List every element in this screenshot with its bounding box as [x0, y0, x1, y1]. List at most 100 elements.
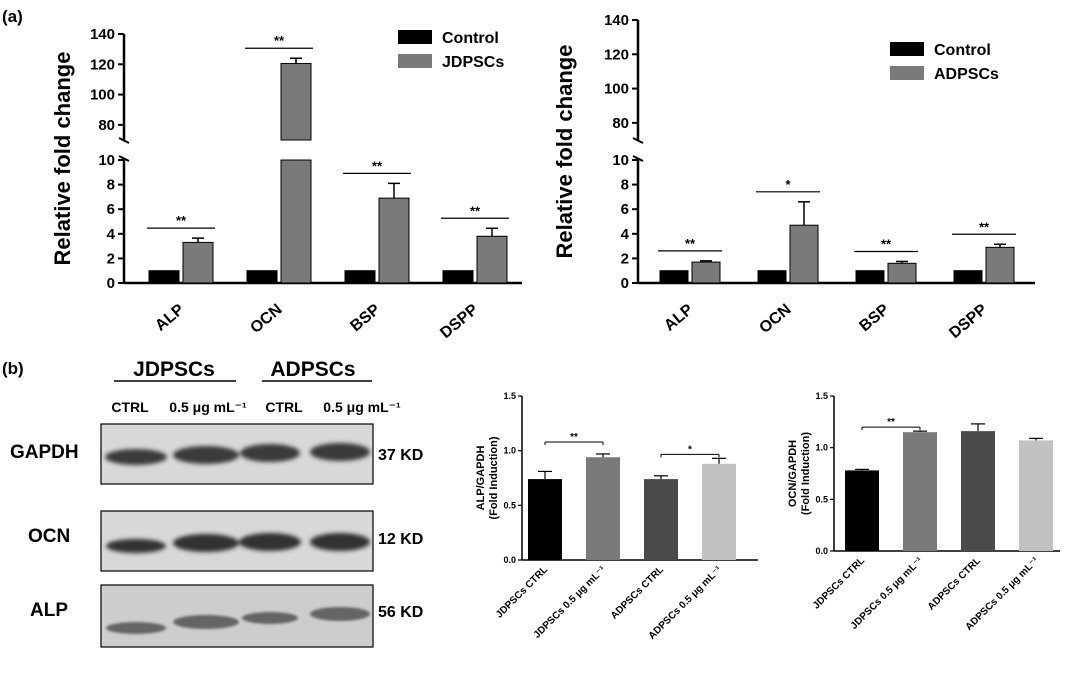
panel-label-a: (a) — [2, 7, 23, 26]
blot-size-gapdh: 37 KD — [378, 447, 423, 464]
significance-label: ** — [176, 213, 187, 228]
bar-treatment — [789, 224, 819, 284]
chart-ocn-gapdh: 0.0 0.5 1.0 1.5 OCN/GAPDH(Fold Induction) JDP… — [787, 391, 1060, 633]
bar-treatment — [182, 241, 214, 284]
y-tick-label: 80 — [98, 117, 115, 134]
bar-control — [757, 270, 787, 284]
y-axis-label-line: (Fold Induction) — [800, 432, 812, 515]
blot-lane-label: CTRL — [265, 399, 303, 415]
category-label: OCN — [247, 301, 285, 337]
y-tick-label: 6 — [107, 201, 115, 218]
legend-label: JDPSCs — [442, 54, 504, 71]
category-label: BSP — [856, 301, 892, 335]
y-tick-label: 120 — [604, 46, 629, 63]
y-axis-label: OCN/GAPDH(Fold Induction) — [787, 432, 812, 515]
bar-control — [246, 270, 278, 284]
bar-control — [659, 270, 689, 284]
y-tick-label: 10 — [612, 152, 629, 169]
blot-group-label-jdpscs: JDPSCs — [133, 358, 215, 381]
y-tick-label: 0.5 — [503, 500, 516, 510]
blot-band — [106, 622, 166, 634]
y-tick-label: 100 — [604, 81, 629, 98]
y-tick-label: 80 — [612, 115, 629, 132]
bar-treatment — [280, 63, 312, 141]
y-axis-label-line: ALP/GAPDH — [475, 446, 487, 511]
y-axis-label: ALP/GAPDH(Fold Induction) — [475, 436, 500, 519]
axis-break-mark — [118, 155, 130, 162]
y-axis-label-line: OCN/GAPDH — [787, 440, 799, 507]
y-tick-label: 140 — [90, 26, 115, 43]
bar-control — [855, 270, 885, 284]
legend-label: Control — [442, 30, 499, 47]
y-tick-label: 2 — [107, 250, 115, 267]
bar — [961, 431, 995, 551]
bar-control — [148, 270, 180, 284]
y-tick-label: 1.5 — [503, 391, 516, 401]
y-tick-label: 1.0 — [503, 446, 516, 456]
chart-jdpscs-fold-change: 0 2 4 6 8 10 80 100 120 140 Relative fold change **… — [50, 26, 522, 342]
legend-swatch — [890, 66, 924, 80]
y-tick-label: 100 — [90, 87, 115, 104]
significance-label: ** — [372, 158, 383, 173]
blot-protein-ocn: OCN — [28, 526, 70, 547]
category-label: JDPSCs CTRL — [494, 564, 550, 620]
bar-treatment — [280, 159, 312, 284]
y-tick-label: 1.0 — [815, 443, 828, 453]
category-label: JDPSCs CTRL — [811, 555, 867, 611]
y-tick-label: 4 — [621, 226, 630, 243]
panel-label-b: (b) — [2, 359, 24, 378]
y-tick-label: 8 — [621, 177, 629, 194]
y-tick-label: 0.5 — [815, 494, 828, 504]
bar — [845, 470, 879, 551]
bar-treatment — [378, 197, 410, 284]
significance-label: ** — [979, 219, 990, 234]
significance-label: ** — [274, 33, 285, 48]
significance-label: ** — [470, 203, 481, 218]
blot-band — [173, 534, 239, 552]
category-label: ADPSCs CTRL — [609, 564, 666, 621]
blot-size-ocn: 12 KD — [378, 531, 423, 548]
blot-band — [173, 446, 239, 464]
blot-lane-label: 0.5 μg mL⁻¹ — [169, 399, 247, 415]
axis-break-mark — [632, 155, 644, 162]
category-label: ALP — [661, 301, 697, 335]
significance-label: * — [688, 444, 692, 455]
legend-label: Control — [934, 42, 991, 59]
axis-break-mark — [632, 137, 644, 144]
bar — [1019, 440, 1053, 551]
y-tick-label: 0 — [621, 275, 629, 292]
bar — [903, 432, 937, 551]
blot-band — [310, 533, 370, 551]
y-tick-label: 10 — [98, 152, 115, 169]
y-tick-label: 0.0 — [503, 555, 516, 565]
blot-protein-gapdh: GAPDH — [10, 442, 79, 463]
bar-control — [953, 270, 983, 284]
bar — [528, 479, 562, 560]
blot-band — [310, 443, 370, 461]
chart-alp-gapdh: 0.0 0.5 1.0 1.5 ALP/GAPDH(Fold Induction) JDP… — [475, 391, 758, 642]
blot-band — [242, 612, 298, 624]
y-tick-label: 120 — [90, 56, 115, 73]
y-tick-label: 2 — [621, 250, 629, 267]
bar-control — [442, 270, 474, 284]
category-label: BSP — [347, 301, 383, 335]
y-tick-label: 8 — [107, 177, 115, 194]
blot-band — [310, 607, 370, 621]
significance-label: ** — [881, 236, 892, 251]
blot-group-label-adpscs: ADPSCs — [270, 358, 355, 381]
blot-size-alp: 56 KD — [378, 604, 423, 621]
legend-swatch — [890, 42, 924, 56]
blot-lane-label: CTRL — [111, 399, 149, 415]
bar-treatment — [887, 262, 917, 284]
y-axis-label: Relative fold change — [50, 52, 75, 266]
category-label: DSPP — [946, 301, 991, 342]
western-blot: JDPSCs ADPSCs CTRL 0.5 μg mL⁻¹ CTRL 0.5 … — [10, 358, 423, 648]
blot-band — [173, 615, 239, 629]
blot-band — [240, 444, 300, 462]
bar — [586, 457, 620, 560]
y-tick-label: 4 — [107, 226, 116, 243]
y-tick-label: 0.0 — [815, 546, 828, 556]
bar-treatment — [985, 246, 1015, 284]
